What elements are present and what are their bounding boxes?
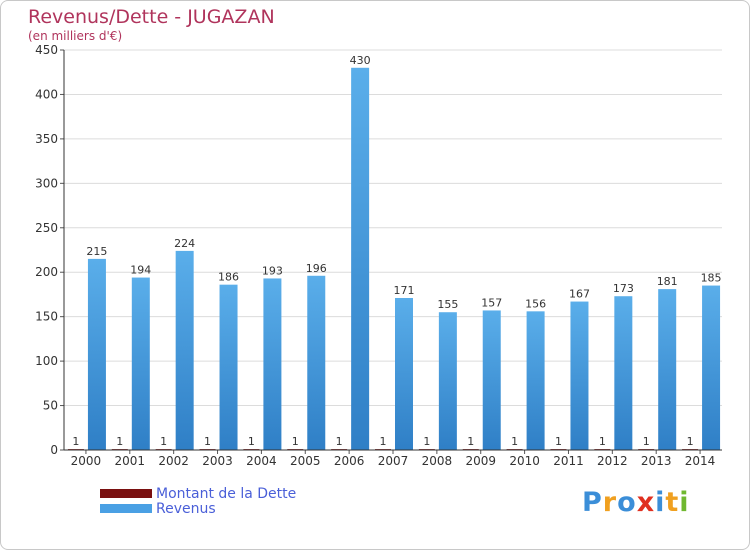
data-label-revenus-2012: 173 [613, 282, 634, 295]
bar-revenus-2010 [526, 311, 545, 450]
bar-revenus-2014 [702, 285, 721, 450]
x-tick-label-2004: 2004 [246, 454, 277, 468]
x-tick-label-2009: 2009 [465, 454, 496, 468]
data-label-dette-2011: 1 [555, 435, 562, 448]
data-label-revenus-2000: 215 [86, 245, 107, 258]
data-label-dette-2007: 1 [380, 435, 387, 448]
bar-revenus-2008 [438, 312, 457, 450]
x-tick-label-2008: 2008 [422, 454, 453, 468]
x-tick-label-2012: 2012 [597, 454, 628, 468]
data-label-dette-2010: 1 [511, 435, 518, 448]
legend-item-revenus: Revenus [100, 500, 296, 517]
bar-revenus-2004 [263, 278, 282, 450]
grid-layer [64, 49, 722, 451]
legend-swatch-revenus [100, 504, 152, 513]
data-label-dette-2002: 1 [160, 435, 167, 448]
bar-revenus-2011 [570, 301, 589, 450]
x-tick-label-2002: 2002 [158, 454, 189, 468]
x-tick-label-2011: 2011 [553, 454, 584, 468]
bar-revenus-2005 [307, 275, 326, 450]
data-label-dette-2013: 1 [643, 435, 650, 448]
y-tick-label-350: 350 [35, 132, 58, 146]
data-label-dette-2006: 1 [336, 435, 343, 448]
x-tick-label-2001: 2001 [115, 454, 146, 468]
x-tick-label-2007: 2007 [378, 454, 409, 468]
data-label-dette-2012: 1 [599, 435, 606, 448]
axis-layer: 0 50 100 150 200 250 300 350 400 450 2000 2001 2002 2… [35, 43, 722, 468]
logo-letter: t [665, 487, 680, 518]
y-tick-label-150: 150 [35, 310, 58, 324]
logo-letter: x [636, 487, 656, 518]
data-label-revenus-2001: 194 [130, 264, 151, 277]
logo-letter: i [679, 487, 690, 518]
x-tick-label-2010: 2010 [509, 454, 540, 468]
y-tick-label-50: 50 [43, 399, 58, 413]
data-label-revenus-2007: 171 [394, 284, 415, 297]
data-label-revenus-2005: 196 [306, 262, 327, 275]
data-label-dette-2014: 1 [687, 435, 694, 448]
bar-revenus-2013 [658, 289, 677, 450]
bar-revenus-2001 [131, 277, 150, 450]
data-label-dette-2003: 1 [204, 435, 211, 448]
bar-revenus-2012 [614, 296, 633, 450]
legend-label-dette: Montant de la Dette [156, 485, 297, 502]
x-tick-label-2006: 2006 [334, 454, 365, 468]
y-tick-label-100: 100 [35, 354, 58, 368]
data-label-dette-2001: 1 [116, 435, 123, 448]
x-tick-label-2005: 2005 [290, 454, 321, 468]
y-tick-label-400: 400 [35, 87, 58, 101]
data-label-revenus-2011: 167 [569, 288, 590, 301]
labels-layer: 1 215 1 194 1 224 1 186 1 193 1 196 1 430 1 171 1 155 1 157… [72, 54, 721, 448]
bar-revenus-2000 [87, 258, 106, 450]
data-label-revenus-2014: 185 [701, 272, 722, 285]
data-label-dette-2000: 1 [72, 435, 79, 448]
data-label-revenus-2006: 430 [350, 54, 371, 67]
data-label-revenus-2004: 193 [262, 264, 283, 277]
legend-label-revenus: Revenus [156, 500, 216, 517]
data-label-dette-2005: 1 [292, 435, 299, 448]
x-tick-label-2003: 2003 [202, 454, 233, 468]
data-label-revenus-2009: 157 [481, 296, 502, 309]
x-tick-label-2000: 2000 [71, 454, 102, 468]
y-tick-label-0: 0 [50, 443, 58, 457]
data-label-revenus-2008: 155 [437, 298, 458, 311]
data-label-dette-2004: 1 [248, 435, 255, 448]
x-tick-label-2014: 2014 [685, 454, 716, 468]
logo-letter: r [602, 487, 618, 518]
x-tick-label-2013: 2013 [641, 454, 672, 468]
y-tick-label-250: 250 [35, 221, 58, 235]
chart-title: Revenus/Dette - JUGAZAN [28, 6, 275, 28]
legend-item-dette: Montant de la Dette [100, 485, 297, 502]
bar-revenus-2007 [395, 298, 413, 450]
bar-revenus-2006 [351, 67, 370, 451]
data-label-revenus-2003: 186 [218, 271, 239, 284]
data-label-revenus-2010: 156 [525, 297, 546, 310]
bar-revenus-2009 [482, 310, 501, 450]
legend-swatch-dette [100, 489, 152, 498]
y-tick-label-450: 450 [35, 43, 58, 57]
y-tick-label-300: 300 [35, 176, 58, 190]
data-label-dette-2009: 1 [467, 435, 474, 448]
chart-subtitle: (en milliers d'€) [28, 29, 123, 43]
legend: Montant de la Dette Revenus [100, 485, 297, 517]
bars-layer [67, 67, 721, 451]
logo-letter: o [617, 487, 637, 518]
data-label-revenus-2013: 181 [657, 275, 678, 288]
bar-revenus-2003 [219, 284, 238, 450]
proxiti-logo: Proxiti [582, 487, 690, 518]
data-label-revenus-2002: 224 [174, 237, 195, 250]
y-tick-label-200: 200 [35, 265, 58, 279]
logo-letter: i [655, 487, 666, 518]
logo-letter: P [582, 487, 603, 518]
bar-revenus-2002 [175, 250, 194, 450]
data-label-dette-2008: 1 [423, 435, 430, 448]
